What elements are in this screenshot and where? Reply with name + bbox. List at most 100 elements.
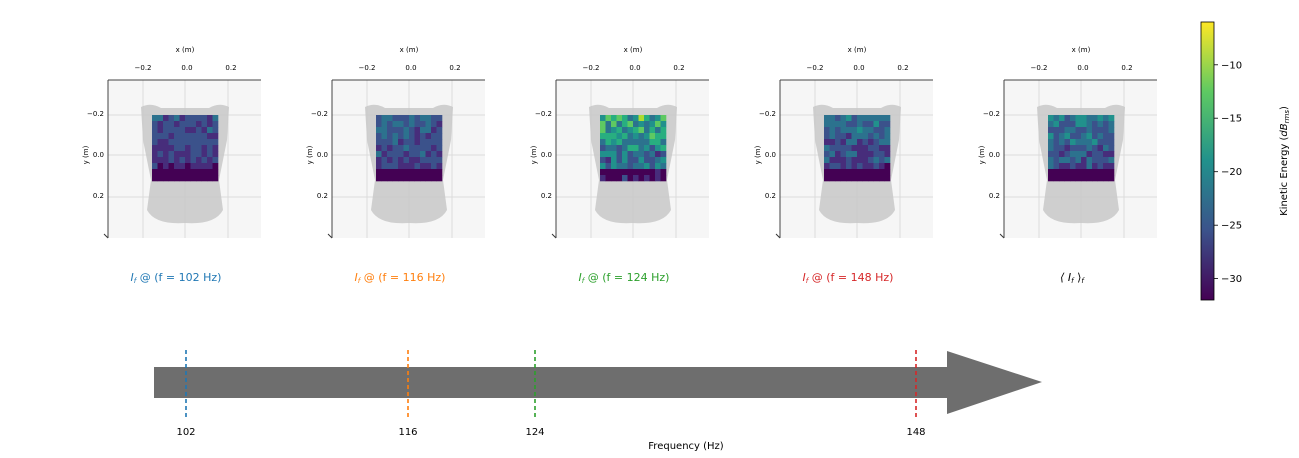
heatmap-cell: [605, 151, 612, 158]
heatmap-cell: [655, 163, 661, 170]
heatmap-cell: [655, 151, 661, 158]
heatmap-cell: [387, 151, 393, 158]
heatmap-cell: [179, 145, 186, 152]
heatmap-cell: [179, 121, 186, 128]
frequency-markers: 102 116 124 148: [176, 350, 926, 438]
heatmap-cell: [616, 163, 623, 170]
heatmap-cell: [600, 121, 606, 128]
heatmap-cell: [1053, 115, 1060, 122]
panel-caption: ⟨ If ⟩f: [1060, 271, 1085, 285]
heatmap-cell: [376, 163, 382, 170]
heatmap-cell: [1053, 151, 1060, 158]
heatmap-cell: [835, 175, 841, 182]
heatmap-cell: [207, 151, 213, 158]
heatmap-cell: [644, 151, 650, 158]
heatmap-cell: [1097, 121, 1104, 128]
heatmap-cell: [409, 145, 415, 152]
heatmap-cell: [168, 133, 175, 140]
heatmap-cell: [884, 151, 891, 158]
heatmap-cell: [414, 115, 421, 122]
heatmap-cell: [605, 145, 612, 152]
heatmap-cell: [868, 133, 874, 140]
heatmap-cell: [431, 175, 437, 182]
heatmap-cell: [157, 121, 164, 128]
heatmap-cell: [846, 133, 852, 140]
heatmap-cell: [212, 127, 219, 134]
panel-xtick: −0.2: [807, 64, 824, 72]
heatmap-cell: [868, 139, 874, 146]
heatmap-cells: [1048, 115, 1115, 182]
heatmap-cell: [1048, 169, 1054, 176]
heatmap-cell: [436, 145, 443, 152]
heatmap-cell: [196, 115, 202, 122]
heatmap-cell: [414, 175, 421, 182]
heatmap-cell: [392, 133, 399, 140]
frequency-marker-label: 102: [176, 427, 195, 438]
heatmap-cell: [1075, 151, 1082, 158]
heatmap-cell: [414, 127, 421, 134]
panel-caption: If @ (f = 116 Hz): [355, 271, 446, 285]
heatmap-cell: [425, 115, 432, 122]
heatmap-cell: [873, 121, 880, 128]
heatmap-cell: [868, 145, 874, 152]
heatmap-cell: [622, 115, 628, 122]
heatmap-cell: [392, 121, 399, 128]
panel-xtick: 0.0: [405, 64, 416, 72]
heatmap-cell: [862, 151, 869, 158]
heatmap-cell: [851, 139, 858, 146]
heatmap-cell: [212, 145, 219, 152]
colorbar-gradient: [1200, 21, 1215, 301]
heatmap-cell: [1108, 121, 1115, 128]
panel-ytick: 0.2: [765, 192, 776, 200]
heatmap-cell: [879, 121, 885, 128]
panel-ytick: −0.2: [87, 110, 104, 118]
heatmap-cell: [611, 151, 617, 158]
heatmap-cell: [168, 163, 175, 170]
heatmap-cell: [638, 145, 645, 152]
heatmap-cell: [157, 127, 164, 134]
heatmap-cell: [403, 127, 410, 134]
heatmap-cell: [1053, 139, 1060, 146]
heatmap-cell: [1103, 133, 1109, 140]
heatmap-cell: [622, 169, 628, 176]
heatmap-cell: [879, 139, 885, 146]
heatmap-cell: [638, 139, 645, 146]
heatmap-cell: [207, 127, 213, 134]
heatmap-cell: [600, 145, 606, 152]
heatmap-cell: [862, 133, 869, 140]
frequency-marker-label: 148: [906, 427, 925, 438]
heatmap-cell: [884, 127, 891, 134]
heatmap-cell: [1092, 115, 1098, 122]
heatmap-cell: [846, 145, 852, 152]
heatmap-cell: [179, 139, 186, 146]
heatmap-cell: [1070, 115, 1076, 122]
heatmap-cell: [185, 175, 191, 182]
heatmap-cell: [190, 151, 197, 158]
heatmap-cell: [152, 151, 158, 158]
heatmap-cell: [1108, 175, 1115, 182]
heatmap-cell: [392, 145, 399, 152]
panel-4: x (m) −0.2 0.0 0.2 y (m) −0.2 0.0 0.2 If @ (f = …: [754, 46, 933, 285]
heatmap-cell: [600, 115, 606, 122]
heatmap-cell: [1064, 169, 1071, 176]
heatmap-cell: [409, 121, 415, 128]
heatmap-cell: [1092, 157, 1098, 164]
heatmap-cell: [190, 145, 197, 152]
heatmap-cell: [1097, 139, 1104, 146]
heatmap-cell: [1092, 121, 1098, 128]
heatmap-cell: [1092, 169, 1098, 176]
heatmap-cell: [414, 139, 421, 146]
heatmap-cell: [873, 139, 880, 146]
heatmap-cell: [1086, 151, 1093, 158]
heatmap-cell: [660, 133, 667, 140]
heatmap-cell: [611, 157, 617, 164]
heatmap-cell: [851, 115, 858, 122]
heatmap-cell: [1075, 145, 1082, 152]
heatmap-cell: [824, 127, 830, 134]
heatmap-cell: [879, 157, 885, 164]
heatmap-cell: [196, 145, 202, 152]
heatmap-cell: [376, 175, 382, 182]
heatmap-cell: [398, 145, 404, 152]
heatmap-cell: [152, 163, 158, 170]
heatmap-cell: [600, 151, 606, 158]
